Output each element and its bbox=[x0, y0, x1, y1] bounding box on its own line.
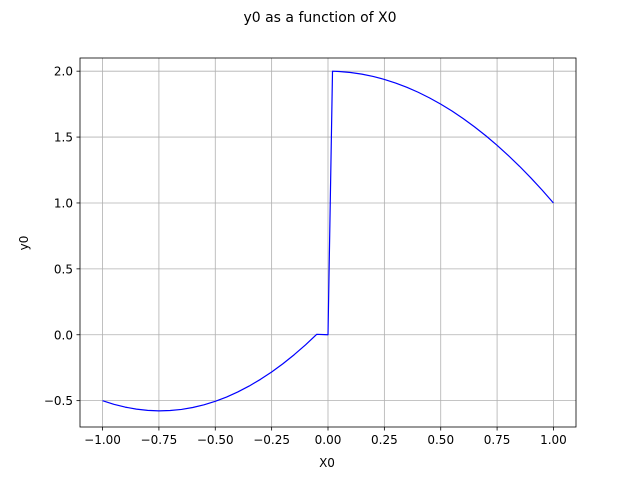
x-tick-label: 0.00 bbox=[315, 433, 342, 447]
y-axis-label: y0 bbox=[17, 236, 31, 251]
y-tick-label: −0.5 bbox=[44, 394, 73, 408]
y-tick-label: 0.0 bbox=[54, 328, 73, 342]
y-tick-label: 0.5 bbox=[54, 262, 73, 276]
plot-lines bbox=[102, 70, 554, 412]
series-line bbox=[102, 70, 554, 412]
x-axis-label: X0 bbox=[319, 456, 335, 470]
x-tick-label: −0.75 bbox=[141, 433, 178, 447]
x-tick-label: 1.00 bbox=[540, 433, 567, 447]
x-tick-label: 0.75 bbox=[484, 433, 511, 447]
x-axis-ticks: −1.00 −0.75 −0.50 −0.25 0.00 0.25 0.50 0.75 1.00 bbox=[84, 427, 567, 447]
x-tick-label: 0.50 bbox=[427, 433, 454, 447]
y-tick-label: 1.5 bbox=[54, 131, 73, 145]
y-axis-ticks: −0.5 0.0 0.5 1.0 1.5 2.0 bbox=[44, 65, 80, 408]
x-tick-label: 0.25 bbox=[371, 433, 398, 447]
x-tick-label: −0.25 bbox=[253, 433, 290, 447]
y-tick-label: 2.0 bbox=[54, 65, 73, 79]
x-tick-label: −0.50 bbox=[197, 433, 234, 447]
chart-title: y0 as a function of X0 bbox=[243, 10, 396, 26]
grid bbox=[80, 58, 576, 427]
y-tick-label: 1.0 bbox=[54, 196, 73, 210]
x-tick-label: −1.00 bbox=[84, 433, 121, 447]
